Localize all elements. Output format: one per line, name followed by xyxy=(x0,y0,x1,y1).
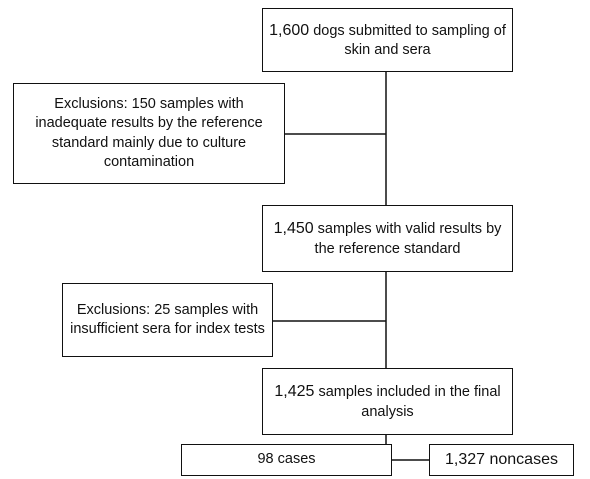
exclusion-box-1: Exclusions: 150 samples with inadequate … xyxy=(13,83,285,184)
exclusion-2-text: Exclusions: 25 samples with insufficient… xyxy=(70,301,265,337)
start-count: 1,600 xyxy=(269,21,310,39)
included-box-text: 1,425 samples included in the final anal… xyxy=(269,381,506,421)
noncases-box: 1,327 noncases xyxy=(429,444,574,476)
noncases-text: 1,327 noncases xyxy=(445,451,558,469)
start-box: 1,600 dogs submitted to sampling of skin… xyxy=(262,8,513,72)
start-description: dogs submitted to sampling of skin and s… xyxy=(309,22,506,58)
included-description: samples included in the final analysis xyxy=(314,384,501,420)
exclusion-box-2: Exclusions: 25 samples with insufficient… xyxy=(62,283,273,357)
exclusion-1-text: Exclusions: 150 samples with inadequate … xyxy=(35,96,263,170)
valid-count: 1,450 xyxy=(273,220,314,238)
start-box-text: 1,600 dogs submitted to sampling of skin… xyxy=(269,20,506,60)
included-box: 1,425 samples included in the final anal… xyxy=(262,368,513,435)
valid-description: samples with valid results by the refere… xyxy=(313,221,502,257)
cases-text: 98 cases xyxy=(257,451,316,468)
cases-box: 98 cases xyxy=(181,444,392,476)
included-count: 1,425 xyxy=(274,383,315,401)
valid-box-text: 1,450 samples with valid results by the … xyxy=(269,218,506,258)
valid-results-box: 1,450 samples with valid results by the … xyxy=(262,205,513,272)
